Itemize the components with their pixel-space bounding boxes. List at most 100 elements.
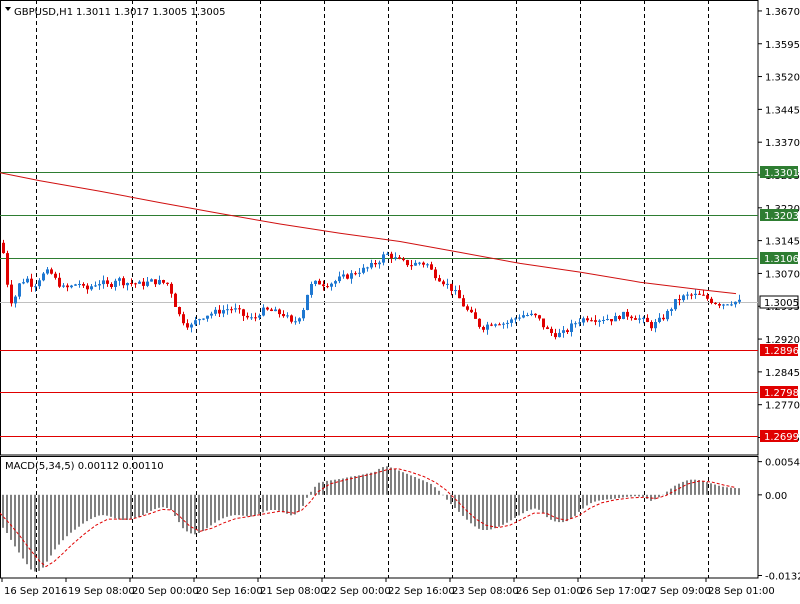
candle-body [378,262,381,265]
macd-histogram-bar [594,494,596,502]
macd-histogram-bar [378,468,380,495]
macd-histogram-bar [246,494,248,517]
candle-body [250,317,253,319]
dropdown-triangle-icon[interactable] [5,7,11,11]
candle-body [282,314,285,317]
candle-body [278,309,281,315]
x-tick-label: 21 Sep 08:00 [260,586,327,597]
candle [318,278,321,285]
candle-body [694,293,697,295]
macd-histogram-bar [662,494,664,496]
candle [378,260,381,269]
macd-histogram-bar [34,494,36,572]
candle-body [50,269,53,274]
candle-body [102,280,105,285]
macd-histogram-bar [126,494,128,520]
resistance-price-tag-bg [760,252,798,264]
macd-y-tick-label: 0.00 [765,491,787,502]
macd-histogram-bar [18,494,20,553]
candle [218,305,221,317]
candle [94,281,97,287]
candle [114,278,117,291]
macd-histogram-bar [726,487,728,495]
candle [510,317,513,327]
candle [550,326,553,336]
candle-body [618,316,621,319]
candle-body [446,283,449,285]
macd-histogram-bar [398,470,400,495]
macd-histogram-bar [406,473,408,495]
candle [406,259,409,267]
candle-body [214,309,217,314]
ohlc-label: 1.3011 1.3017 1.3005 1.3005 [76,7,226,18]
macd-histogram-bar [450,494,452,505]
candle-body [578,322,581,324]
macd-histogram-bar [578,494,580,512]
candle-body [326,286,329,288]
macd-histogram-bar [626,494,628,497]
macd-histogram-bar [306,494,308,498]
candle-body [262,307,265,316]
macd-histogram-bar [738,488,740,495]
macd-histogram-bar [430,483,432,495]
macd-histogram-bar [50,494,52,556]
macd-histogram-bar [558,494,560,523]
moving-average-layer [0,172,737,295]
candle [190,322,193,333]
candle-body [126,283,129,286]
macd-histogram-bar [10,494,12,540]
macd-histogram-bar [238,494,240,516]
candle [166,282,169,286]
candle-body [6,253,9,285]
candle [198,318,201,325]
candle [482,325,485,333]
macd-histogram-bar [242,494,244,516]
candle [350,270,353,284]
macd-histogram-bar [478,494,480,529]
macd-histogram-bar [2,494,4,528]
candle [58,272,61,288]
candle [730,301,733,307]
candle [174,292,177,307]
candle [202,318,205,321]
macd-histogram-bar [694,479,696,495]
candle [182,311,185,326]
candle [274,306,277,312]
candle-body [658,317,661,322]
macd-histogram-bar [454,494,456,508]
macd-histogram-bar [74,494,76,530]
candle [702,289,705,296]
macd-histogram-bar [282,494,284,513]
macd-histogram-bar [410,475,412,495]
candle-body [602,320,605,321]
candle [298,317,301,324]
y-tick-label: 1.3070 [765,269,800,280]
candle-body [286,315,289,317]
macd-histogram-bar [190,494,192,534]
macd-histogram-bar [470,494,472,524]
macd-y-tick-label: -0.01329 [765,572,800,583]
macd-histogram-bar [94,494,96,518]
candle [358,268,361,277]
candle-body [478,318,481,327]
candle [494,323,497,328]
candle [342,270,345,279]
macd-histogram-bar [142,494,144,515]
candle-body [522,315,525,318]
macd-histogram-bar [310,491,312,495]
candle-body [166,282,169,284]
x-tick-label: 23 Sep 08:00 [452,586,519,597]
macd-histogram-bar [258,494,260,514]
candle [6,250,9,288]
candle-body [634,318,637,320]
macd-histogram-bar [54,494,56,550]
candle-body [338,276,341,282]
macd-histogram-bar [178,494,180,523]
candle-body [586,318,589,321]
candle [658,313,661,324]
macd-histogram-bar [374,471,376,495]
macd-histogram-bar [318,482,320,495]
candle [278,308,281,318]
candle-body [450,283,453,291]
